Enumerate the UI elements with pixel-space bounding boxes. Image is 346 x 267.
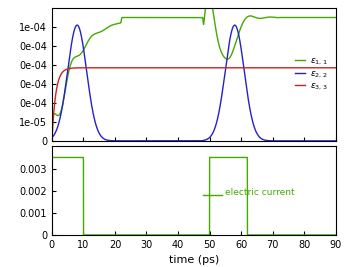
$\varepsilon_{2,2}$: [334, 139, 338, 143]
$\varepsilon_{3,3}$: [232, 66, 236, 69]
$\varepsilon_{1,1}$: [221, 55, 226, 58]
$\varepsilon_{1,1}$: [50, 116, 54, 119]
Text: electric current: electric current: [225, 188, 295, 197]
$\varepsilon_{2,2}$: [120, 139, 125, 143]
$\varepsilon_{3,3}$: [191, 66, 195, 69]
$\varepsilon_{1,1}$: [120, 16, 125, 19]
$\varepsilon_{3,3}$: [253, 66, 257, 69]
$\varepsilon_{2,2}$: [50, 136, 54, 139]
Legend: $\varepsilon_{1,1}$, $\varepsilon_{2,2}$, $\varepsilon_{3,3}$: $\varepsilon_{1,1}$, $\varepsilon_{2,2}$…: [291, 53, 331, 96]
$\varepsilon_{1,1}$: [184, 16, 188, 19]
$\varepsilon_{1,1}$: [315, 16, 319, 19]
$\varepsilon_{3,3}$: [315, 66, 319, 69]
$\varepsilon_{3,3}$: [334, 66, 338, 69]
Line: $\varepsilon_{2,2}$: $\varepsilon_{2,2}$: [52, 25, 336, 141]
$\varepsilon_{1,1}$: [232, 46, 236, 49]
$\varepsilon_{3,3}$: [184, 66, 188, 69]
X-axis label: time (ps): time (ps): [169, 255, 219, 265]
$\varepsilon_{2,2}$: [184, 139, 188, 143]
$\varepsilon_{2,2}$: [315, 139, 319, 143]
$\varepsilon_{2,2}$: [232, 24, 236, 27]
$\varepsilon_{1,1}$: [253, 16, 257, 19]
$\varepsilon_{3,3}$: [120, 66, 125, 69]
$\varepsilon_{2,2}$: [119, 139, 124, 143]
$\varepsilon_{2,2}$: [221, 82, 226, 85]
$\varepsilon_{3,3}$: [50, 139, 54, 143]
Line: $\varepsilon_{1,1}$: $\varepsilon_{1,1}$: [52, 0, 336, 117]
$\varepsilon_{2,2}$: [233, 23, 237, 27]
$\varepsilon_{3,3}$: [221, 66, 226, 69]
Line: $\varepsilon_{3,3}$: $\varepsilon_{3,3}$: [52, 68, 336, 141]
$\varepsilon_{1,1}$: [334, 16, 338, 19]
$\varepsilon_{2,2}$: [253, 128, 257, 131]
